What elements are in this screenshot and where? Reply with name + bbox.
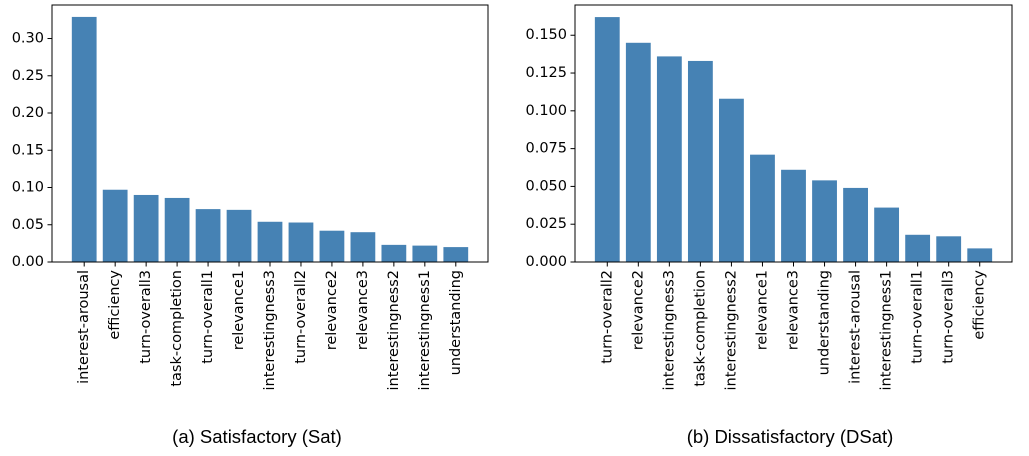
x-tick-label-relevance2: relevance2 — [324, 270, 340, 350]
x-tick-label-task-completion: task-completion — [169, 270, 185, 387]
bar-interestingness3 — [656, 56, 682, 263]
y-tick-label: 0.025 — [525, 216, 567, 232]
x-tick-label-understanding: understanding — [448, 270, 464, 375]
bar-turn-overall1 — [195, 209, 221, 262]
y-tick-label: 0.10 — [12, 180, 44, 196]
y-tick-label: 0.125 — [525, 65, 567, 81]
x-tick-label-relevance1: relevance1 — [754, 270, 770, 350]
x-tick-label-turn-overall2: turn-overall2 — [599, 270, 615, 364]
x-tick-label-turn-overall2: turn-overall2 — [293, 270, 309, 364]
x-tick-label-turn-overall3: turn-overall3 — [138, 270, 154, 364]
x-tick-label-task-completion: task-completion — [692, 270, 708, 387]
x-axis: interest-arousal efficiency turn-overall3 t… — [76, 262, 464, 391]
y-tick-label: 0.15 — [12, 142, 44, 158]
y-tick-label: 0.30 — [12, 31, 44, 47]
y-tick-label: 0.25 — [12, 68, 44, 84]
y-tick-label: 0.050 — [525, 178, 567, 194]
y-tick-label: 0.100 — [525, 103, 567, 119]
x-tick-label-turn-overall3: turn-overall3 — [941, 270, 957, 364]
y-tick-label: 0.00 — [12, 254, 44, 270]
x-tick-label-understanding: understanding — [817, 270, 833, 375]
bar-interestingness1 — [874, 207, 900, 262]
bar-turn-overall1 — [905, 234, 931, 262]
x-tick-label-relevance1: relevance1 — [231, 270, 247, 350]
bar-relevance3 — [781, 169, 806, 262]
x-tick-label-relevance2: relevance2 — [630, 270, 646, 350]
bar-turn-overall2 — [288, 222, 314, 262]
bar-interestingness3 — [257, 221, 283, 262]
chart-panel-dissatisfactory: turn-overall2 relevance2 interestingness3 t… — [525, 4, 1013, 391]
y-tick-label: 0.075 — [525, 141, 567, 157]
x-tick-label-efficiency: efficiency — [107, 270, 123, 340]
y-axis: 0.00 0.05 0.10 0.15 0.20 0.25 0.30 — [12, 31, 52, 270]
y-tick-label: 0.05 — [12, 217, 44, 233]
y-axis: 0.000 0.025 0.050 0.075 0.100 0.125 0.150 — [525, 27, 575, 270]
x-tick-label-interest-arousal: interest-arousal — [848, 270, 864, 384]
bar-interestingness2 — [381, 244, 407, 262]
x-tick-label-interestingness1: interestingness1 — [879, 270, 895, 391]
y-tick-label: 0.20 — [12, 105, 44, 121]
bar-relevance2 — [319, 230, 345, 262]
bar-turn-overall3 — [133, 194, 159, 262]
bars — [594, 17, 993, 263]
caption-dissatisfactory: (b) Dissatisfactory (DSat) — [687, 426, 894, 447]
bar-relevance1 — [750, 154, 775, 262]
bar-relevance2 — [625, 42, 651, 262]
bar-relevance1 — [226, 209, 252, 262]
bar-efficiency — [102, 189, 128, 262]
caption-satisfactory: (a) Satisfactory (Sat) — [172, 426, 342, 447]
bar-interest-arousal — [71, 16, 97, 263]
bar-task-completion — [164, 197, 190, 262]
x-tick-label-interestingness3: interestingness3 — [661, 270, 677, 391]
y-tick-label: 0.150 — [525, 27, 567, 43]
bars — [71, 16, 469, 263]
bar-relevance3 — [350, 232, 376, 262]
chart-panel-satisfactory: interest-arousal efficiency turn-overall3 t… — [12, 4, 489, 391]
bar-task-completion — [687, 60, 713, 262]
x-tick-label-relevance3: relevance3 — [786, 270, 802, 350]
bar-understanding — [443, 247, 469, 262]
x-tick-label-turn-overall1: turn-overall1 — [910, 270, 926, 364]
y-tick-label: 0.000 — [525, 254, 567, 270]
x-axis: turn-overall2 relevance2 interestingness3 t… — [599, 262, 988, 391]
bar-interestingness1 — [412, 245, 438, 262]
x-tick-label-interestingness3: interestingness3 — [262, 270, 278, 391]
x-tick-label-turn-overall1: turn-overall1 — [200, 270, 216, 364]
x-tick-label-interestingness2: interestingness2 — [386, 270, 402, 391]
x-tick-label-interest-arousal: interest-arousal — [76, 270, 92, 384]
bar-interestingness2 — [719, 98, 744, 262]
bar-turn-overall2 — [594, 17, 620, 263]
bar-turn-overall3 — [936, 236, 962, 262]
x-tick-label-efficiency: efficiency — [972, 270, 988, 340]
bar-understanding — [812, 180, 837, 262]
x-tick-label-relevance3: relevance3 — [355, 270, 371, 350]
bar-interest-arousal — [843, 187, 868, 262]
x-tick-label-interestingness1: interestingness1 — [417, 270, 433, 391]
x-tick-label-interestingness2: interestingness2 — [723, 270, 739, 391]
bar-efficiency — [967, 248, 993, 262]
